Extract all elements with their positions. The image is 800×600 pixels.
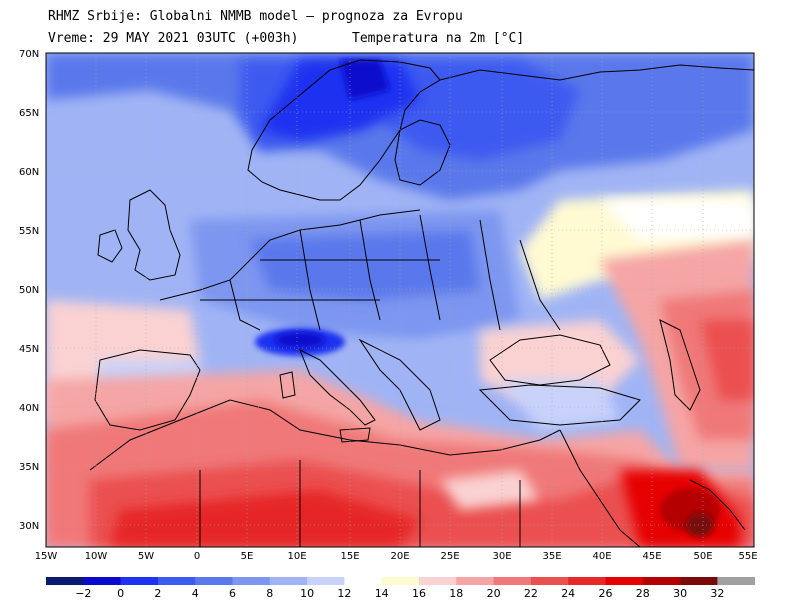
colorbar: −2 0 2 4 6 8 10 12 14 16 18 20 22 24 26 28 30 32 [46, 577, 755, 600]
colorbar-swatch [120, 577, 159, 585]
lat-label: 70N [19, 49, 39, 60]
colorbar-swatch [46, 577, 84, 585]
colorbar-label: 12 [337, 587, 351, 600]
lat-label: 35N [19, 462, 39, 473]
colorbar-label: 6 [229, 587, 236, 600]
colorbar-label: 20 [487, 587, 501, 600]
colorbar-label: 18 [449, 587, 463, 600]
colorbar-swatch [605, 577, 644, 585]
lon-label: 40E [592, 551, 611, 562]
colorbar-swatch [419, 577, 457, 585]
longitude-labels: 15W 10W 5W 0 5E 10E 15E 20E 25E 30E 35E … [35, 551, 758, 562]
colorbar-swatch [307, 577, 345, 585]
colorbar-swatch [717, 577, 755, 585]
colorbar-label: 24 [561, 587, 575, 600]
coastlines [89, 59, 754, 547]
temperature-field [46, 53, 754, 547]
forecast-time: Vreme: 29 MAY 2021 03UTC (+003h) [48, 31, 299, 46]
colorbar-swatch [456, 577, 494, 585]
lat-label: 55N [19, 226, 39, 237]
colorbar-swatch [344, 577, 382, 585]
lon-label: 10E [287, 551, 306, 562]
lon-label: 20E [390, 551, 409, 562]
colorbar-label: 16 [412, 587, 426, 600]
colorbar-swatch [232, 577, 271, 585]
latitude-labels: 70N 65N 60N 55N 50N 45N 40N 35N 30N [19, 49, 39, 532]
lat-label: 60N [19, 167, 39, 178]
lon-label: 5E [241, 551, 254, 562]
lat-label: 40N [19, 403, 39, 414]
colorbar-swatch [83, 577, 121, 585]
colorbar-label: 2 [154, 587, 161, 600]
lon-label: 45E [642, 551, 661, 562]
colorbar-swatch [530, 577, 569, 585]
lon-label: 55E [738, 551, 757, 562]
colorbar-label: −2 [75, 587, 91, 600]
colorbar-swatch [269, 577, 308, 585]
colorbar-swatch [642, 577, 681, 585]
map-title: RHMZ Srbije: Globalni NMMB model — progn… [48, 9, 463, 24]
lat-label: 30N [19, 521, 39, 532]
variable-label: Temperatura na 2m [°C] [352, 31, 525, 46]
lon-label: 35E [542, 551, 561, 562]
colorbar-label: 22 [524, 587, 538, 600]
colorbar-label: 4 [192, 587, 199, 600]
colorbar-label: 28 [636, 587, 650, 600]
colorbar-swatch [157, 577, 196, 585]
lon-label: 50E [693, 551, 712, 562]
lat-label: 65N [19, 108, 39, 119]
colorbar-swatch [568, 577, 606, 585]
lon-label: 0 [194, 551, 200, 562]
colorbar-label: 14 [375, 587, 389, 600]
lon-label: 15W [35, 551, 58, 562]
lon-label: 15E [340, 551, 359, 562]
colorbar-label: 32 [710, 587, 724, 600]
colorbar-swatch [381, 577, 420, 585]
lat-label: 45N [19, 344, 39, 355]
lon-label: 10W [85, 551, 108, 562]
map-frame [45, 52, 755, 548]
colorbar-label: 10 [300, 587, 314, 600]
colorbar-label: 26 [599, 587, 613, 600]
colorbar-swatch [680, 577, 718, 585]
lon-label: 5W [138, 551, 154, 562]
colorbar-swatch [493, 577, 532, 585]
colorbar-label: 30 [673, 587, 687, 600]
colorbar-label: 8 [266, 587, 273, 600]
lon-label: 25E [440, 551, 459, 562]
lat-label: 50N [19, 285, 39, 296]
colorbar-label: 0 [117, 587, 124, 600]
colorbar-swatch [195, 577, 233, 585]
lon-label: 30E [492, 551, 511, 562]
